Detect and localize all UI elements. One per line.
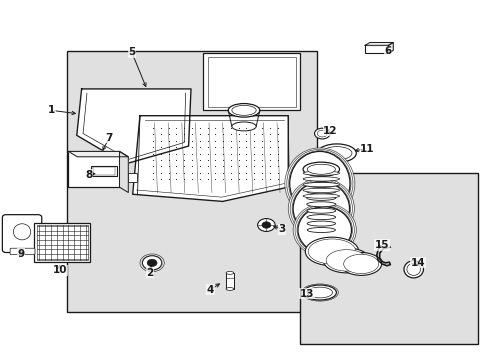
Ellipse shape xyxy=(306,208,335,213)
Text: 5: 5 xyxy=(128,47,135,57)
Ellipse shape xyxy=(225,271,233,274)
Ellipse shape xyxy=(303,194,339,198)
Text: 3: 3 xyxy=(278,224,285,234)
Circle shape xyxy=(147,259,157,266)
Text: 7: 7 xyxy=(105,133,113,143)
Ellipse shape xyxy=(307,239,355,264)
Ellipse shape xyxy=(314,128,329,139)
Ellipse shape xyxy=(13,224,31,240)
Ellipse shape xyxy=(231,122,256,131)
Ellipse shape xyxy=(285,148,354,219)
Bar xyxy=(37,225,88,260)
Ellipse shape xyxy=(340,252,381,275)
Ellipse shape xyxy=(289,180,352,238)
Bar xyxy=(365,45,387,53)
FancyBboxPatch shape xyxy=(10,248,35,255)
Polygon shape xyxy=(77,89,191,164)
Ellipse shape xyxy=(321,147,351,160)
Text: 9: 9 xyxy=(17,249,24,259)
Ellipse shape xyxy=(306,195,335,201)
Ellipse shape xyxy=(406,263,420,275)
Text: 6: 6 xyxy=(384,46,391,57)
Ellipse shape xyxy=(306,221,335,226)
Ellipse shape xyxy=(325,249,366,271)
Bar xyxy=(225,273,233,289)
Text: 2: 2 xyxy=(146,268,153,278)
Ellipse shape xyxy=(306,183,336,188)
Polygon shape xyxy=(365,42,392,45)
Ellipse shape xyxy=(303,171,339,175)
Bar xyxy=(128,173,137,182)
Polygon shape xyxy=(119,152,128,193)
Bar xyxy=(207,57,295,107)
Ellipse shape xyxy=(296,206,352,254)
Text: 13: 13 xyxy=(299,289,313,298)
Circle shape xyxy=(142,256,162,270)
FancyBboxPatch shape xyxy=(2,215,41,252)
Text: 11: 11 xyxy=(360,144,374,154)
Ellipse shape xyxy=(303,183,339,187)
Ellipse shape xyxy=(306,215,335,220)
Ellipse shape xyxy=(225,288,233,291)
Ellipse shape xyxy=(297,207,351,253)
Text: 4: 4 xyxy=(206,285,214,295)
Ellipse shape xyxy=(292,182,349,235)
Text: 1: 1 xyxy=(48,105,55,115)
Polygon shape xyxy=(68,152,128,157)
Polygon shape xyxy=(132,116,287,202)
Ellipse shape xyxy=(303,188,339,193)
Ellipse shape xyxy=(317,130,326,137)
Ellipse shape xyxy=(303,285,336,300)
Ellipse shape xyxy=(343,254,378,274)
Ellipse shape xyxy=(288,151,350,216)
Bar xyxy=(68,152,119,187)
Text: 12: 12 xyxy=(323,126,337,136)
Ellipse shape xyxy=(303,162,339,176)
Ellipse shape xyxy=(231,105,256,115)
Ellipse shape xyxy=(305,237,358,266)
Polygon shape xyxy=(387,42,392,53)
Circle shape xyxy=(262,222,270,228)
Ellipse shape xyxy=(294,204,354,255)
Ellipse shape xyxy=(306,287,332,298)
Ellipse shape xyxy=(303,177,339,181)
Text: 10: 10 xyxy=(52,265,67,275)
Ellipse shape xyxy=(287,178,354,239)
Ellipse shape xyxy=(286,149,352,218)
Ellipse shape xyxy=(306,202,335,207)
Ellipse shape xyxy=(291,181,350,236)
Bar xyxy=(34,223,90,262)
Ellipse shape xyxy=(306,228,335,233)
Bar xyxy=(91,166,116,176)
Text: 8: 8 xyxy=(85,170,92,180)
Ellipse shape xyxy=(228,104,259,117)
Ellipse shape xyxy=(403,261,423,278)
Circle shape xyxy=(257,219,275,231)
Text: 15: 15 xyxy=(374,240,388,250)
Bar xyxy=(300,173,477,344)
Ellipse shape xyxy=(323,248,369,273)
Bar xyxy=(93,167,115,175)
Ellipse shape xyxy=(317,144,356,162)
Bar xyxy=(67,51,317,312)
Ellipse shape xyxy=(306,189,335,194)
Bar xyxy=(203,53,300,111)
Ellipse shape xyxy=(289,152,349,216)
Ellipse shape xyxy=(306,164,335,174)
Text: 14: 14 xyxy=(410,258,425,268)
Ellipse shape xyxy=(292,203,356,257)
